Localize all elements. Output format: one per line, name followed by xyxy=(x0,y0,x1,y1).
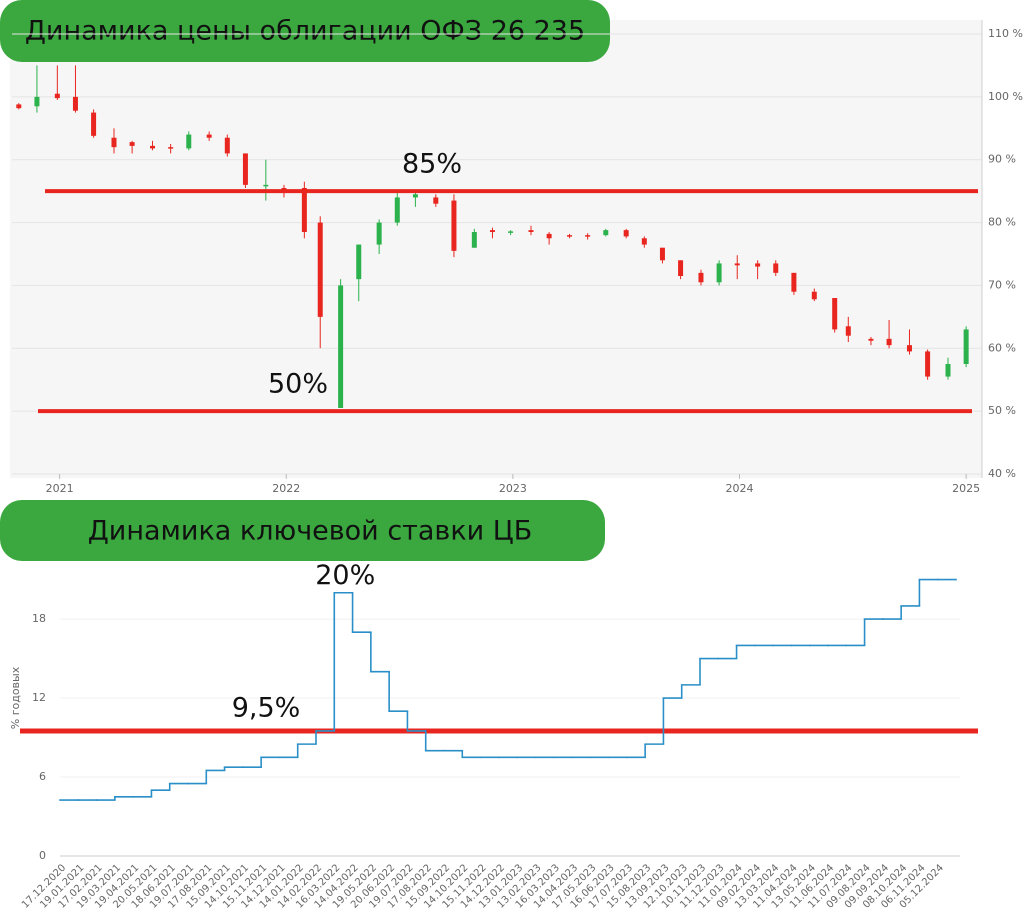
candle-body xyxy=(34,96,40,107)
title-box xyxy=(0,500,605,561)
candle-body xyxy=(716,263,722,283)
candle-body xyxy=(16,104,22,109)
candle-body xyxy=(791,272,797,292)
plot-background xyxy=(10,20,982,478)
candle-body xyxy=(811,291,817,300)
candle-body xyxy=(585,235,591,237)
candle-body xyxy=(773,263,779,273)
candle-body xyxy=(508,231,514,233)
candle-body xyxy=(659,247,665,261)
candle-body xyxy=(54,93,60,99)
y-tick-label: 60 % xyxy=(988,341,1016,354)
candle-body xyxy=(567,235,573,237)
candle-body xyxy=(412,194,418,198)
y-tick-label: 0 xyxy=(39,849,46,862)
y-tick-label: 40 % xyxy=(988,467,1016,480)
candle-body xyxy=(451,200,457,251)
candle-body xyxy=(886,338,892,346)
candle-body xyxy=(755,263,761,267)
y-tick-label: 12 xyxy=(32,691,46,704)
reference-label: 9,5% xyxy=(232,692,301,723)
candle-body xyxy=(168,147,174,149)
candle-body xyxy=(678,260,684,276)
candle-body xyxy=(471,232,477,248)
candle-body xyxy=(528,230,534,232)
candle-body xyxy=(394,197,400,223)
candle-body xyxy=(868,338,874,341)
candle-body xyxy=(603,230,609,236)
y-tick-label: 110 % xyxy=(988,27,1023,40)
candle-body xyxy=(224,137,230,154)
x-tick-label: 2022 xyxy=(272,482,300,495)
x-tick-label: 2021 xyxy=(46,482,74,495)
candle-body xyxy=(963,329,969,364)
candle-body xyxy=(111,137,117,148)
candle-body xyxy=(698,272,704,283)
y-tick-label: 6 xyxy=(39,770,46,783)
title-box xyxy=(0,0,610,62)
candle-body xyxy=(433,197,439,204)
chart-title: Динамика цены облигации ОФЗ 26 235 xyxy=(25,16,585,47)
reference-label: 85% xyxy=(402,149,462,180)
candle-body xyxy=(832,298,838,330)
reference-label: 50% xyxy=(268,369,328,400)
candle-body xyxy=(206,134,212,138)
x-tick-label: 2024 xyxy=(726,482,754,495)
candle-body xyxy=(623,230,629,237)
candle-body xyxy=(945,364,951,377)
candle-body xyxy=(301,188,307,232)
y-axis-label: % годовых xyxy=(9,666,22,729)
y-tick-label: 90 % xyxy=(988,153,1016,166)
annotation: 20% xyxy=(315,560,375,591)
candle-body xyxy=(641,238,647,245)
x-tick-label: 2023 xyxy=(499,482,527,495)
candle-body xyxy=(546,233,552,239)
candle-body xyxy=(129,142,135,146)
y-tick-label: 18 xyxy=(32,612,46,625)
candle-body xyxy=(263,184,269,187)
chart-title: Динамика ключевой ставки ЦБ xyxy=(88,516,533,547)
candle-body xyxy=(906,345,912,352)
candle-body xyxy=(186,134,192,149)
candle-body xyxy=(317,222,323,317)
candle-body xyxy=(72,96,78,111)
candle-body xyxy=(242,153,248,185)
y-tick-label: 80 % xyxy=(988,216,1016,229)
candle-body xyxy=(489,230,495,232)
candle-body xyxy=(338,285,344,408)
candle-body xyxy=(356,244,362,280)
x-tick-label: 2025 xyxy=(952,482,980,495)
candle-body xyxy=(925,351,931,377)
y-tick-label: 100 % xyxy=(988,90,1023,103)
y-tick-label: 70 % xyxy=(988,278,1016,291)
candle-body xyxy=(845,326,851,336)
candle-body xyxy=(734,263,740,266)
y-tick-label: 50 % xyxy=(988,404,1016,417)
candle-body xyxy=(91,112,97,136)
candle-body xyxy=(376,222,382,245)
candle-body xyxy=(150,145,156,149)
